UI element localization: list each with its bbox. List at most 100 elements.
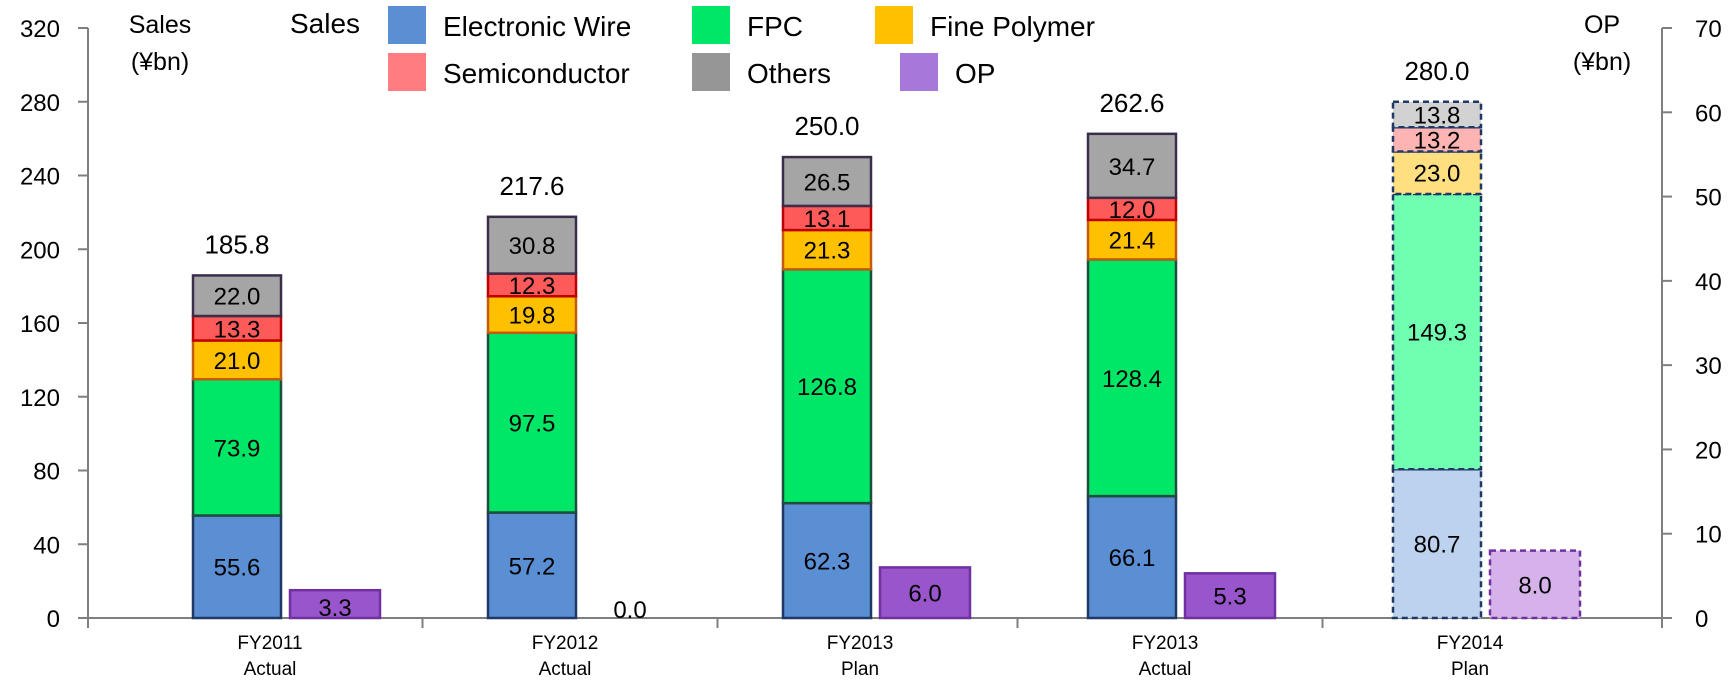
bar-segment (1086, 218, 1178, 261)
x-category-label-line2: Actual (539, 659, 592, 680)
legend-label: Semiconductor (443, 58, 630, 89)
x-category-label-line2: Actual (244, 659, 297, 680)
y-left-tick-label: 200 (20, 237, 60, 264)
bar-segment (781, 155, 873, 208)
legend-swatch (900, 53, 938, 91)
bar-segment (1391, 100, 1483, 129)
labels-group: FY2011 Actual FY2012 Actual FY2013 Plan FY2013… (204, 56, 1551, 680)
bar-segment (191, 339, 283, 381)
bar-segment-label: 30.8 (509, 233, 556, 260)
y-right-title-line1: OP (1584, 11, 1620, 39)
y-right-tick-label: 30 (1695, 353, 1722, 380)
x-category-label-line1: FY2013 (1132, 633, 1199, 654)
bar-segment-label: 80.7 (1414, 532, 1461, 559)
x-category-label-line1: FY2014 (1437, 633, 1504, 654)
bar-segment-label: 62.3 (804, 549, 851, 576)
bar-segment-label: 13.3 (214, 316, 261, 343)
bar-segment (191, 274, 283, 318)
legend-label: OP (955, 58, 995, 89)
bar-segment-label: 12.3 (509, 273, 556, 300)
legend-title: Sales (290, 8, 360, 39)
op-bar (1183, 572, 1277, 620)
bar-segment-label: 97.5 (509, 411, 556, 438)
y-left-tick-label: 120 (20, 385, 60, 412)
op-bar-label: 6.0 (908, 581, 941, 608)
bar-total-label: 280.0 (1404, 56, 1469, 86)
bar-segment-label: 23.0 (1414, 161, 1461, 188)
bar-segment (1391, 150, 1483, 196)
op-bar-label: 8.0 (1518, 572, 1551, 599)
bar-segment-label: 149.3 (1407, 320, 1467, 347)
bar-segment-label: 66.1 (1109, 545, 1156, 572)
y-left-tick-label: 0 (47, 606, 60, 633)
bar-segment-label: 21.0 (214, 348, 261, 375)
x-category-label-line2: Plan (1451, 659, 1489, 680)
bar-total-label: 217.6 (499, 171, 564, 201)
bar-segment-label: 34.7 (1109, 154, 1156, 181)
bar-segment-label: 13.1 (804, 206, 851, 233)
y-right-tick-label: 0 (1695, 606, 1708, 633)
y-left-title-line2: (¥bn) (131, 48, 189, 76)
x-category-label-line1: FY2013 (827, 633, 894, 654)
bar-segment-label: 55.6 (214, 555, 261, 582)
x-category-label-line2: Plan (841, 659, 879, 680)
x-category-label-line1: FY2012 (532, 633, 599, 654)
op-bar-label: 0.0 (613, 597, 646, 624)
bar-segment-label: 13.8 (1414, 102, 1461, 129)
bar-segment (781, 268, 873, 505)
op-bar (878, 566, 972, 620)
op-bar (1488, 549, 1582, 620)
bar-segment (1086, 132, 1178, 200)
bar-segment-label: 21.4 (1109, 228, 1156, 255)
op-bar-label: 5.3 (1213, 584, 1246, 611)
x-category-label-line2: Actual (1139, 659, 1192, 680)
bar-segment (486, 295, 578, 335)
bar-segment (486, 331, 578, 514)
legend-swatch (692, 53, 730, 91)
y-left-tick-label: 240 (20, 164, 60, 191)
bar-segment (1086, 494, 1178, 620)
y-left-tick-label: 40 (33, 532, 60, 559)
bar-segment-label: 13.2 (1414, 127, 1461, 154)
op-bar (288, 588, 382, 620)
y-right-tick-label: 40 (1695, 269, 1722, 296)
bar-segment (781, 501, 873, 620)
bar-segment-label: 73.9 (214, 435, 261, 462)
y-right-title-line2: (¥bn) (1573, 48, 1631, 76)
legend: Sales Electronic Wire FPC Fine Polymer Semic… (290, 6, 1095, 91)
legend-label: Electronic Wire (443, 11, 631, 42)
bar-segment (486, 215, 578, 275)
bar-segment-label: 128.4 (1102, 366, 1162, 393)
y-left-title-line1: Sales (129, 11, 192, 39)
bar-segment (191, 514, 283, 620)
y-right-tick-label: 10 (1695, 522, 1722, 549)
y-right-tick-label: 50 (1695, 185, 1722, 212)
bar-segment (1391, 467, 1483, 620)
legend-label: Fine Polymer (930, 11, 1095, 42)
legend-swatch (692, 6, 730, 44)
y-left-tick-label: 280 (20, 90, 60, 117)
bar-total-label: 250.0 (794, 111, 859, 141)
legend-label: Others (747, 58, 831, 89)
y-right-tick-label: 60 (1695, 100, 1722, 127)
y-left-tick-label: 160 (20, 311, 60, 338)
bar-segment-label: 126.8 (797, 374, 857, 401)
bar-segment-label: 21.3 (804, 238, 851, 265)
bar-total-label: 262.6 (1099, 88, 1164, 118)
bars-group (191, 100, 1582, 620)
legend-swatch (875, 6, 913, 44)
legend-swatch (388, 53, 426, 91)
bar-segment-label: 22.0 (214, 284, 261, 311)
bar-segment-label: 26.5 (804, 169, 851, 196)
bar-segment-label: 12.0 (1109, 197, 1156, 224)
legend-swatch (388, 6, 426, 44)
legend-label: FPC (747, 11, 803, 42)
op-bar-label: 3.3 (318, 595, 351, 622)
bar-segment (191, 377, 283, 517)
x-category-label-line1: FY2011 (237, 633, 302, 654)
bar-segment-label: 19.8 (509, 303, 556, 330)
y-left-tick-label: 80 (33, 459, 60, 486)
y-right-tick-label: 20 (1695, 437, 1722, 464)
y-left-tick-label: 320 (20, 16, 60, 43)
